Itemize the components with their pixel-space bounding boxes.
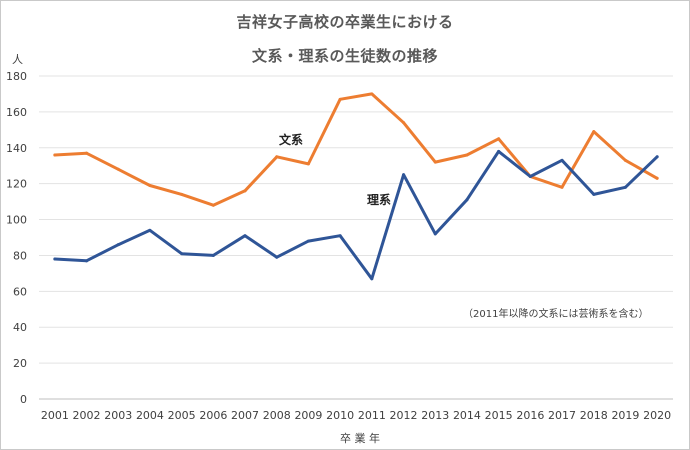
bunkei-data-point [370,92,374,96]
y-tick-label: 140 [6,142,27,155]
rikei-data-point [592,192,596,196]
bunkei-data-point [148,183,152,187]
bunkei-data-point [338,97,342,101]
bunkei-data-point [497,137,501,141]
y-axis-unit-label: 人 [12,53,23,66]
bunkei-data-point [306,162,310,166]
y-tick-label: 180 [6,70,27,83]
y-tick-label: 0 [20,393,27,406]
x-tick-label: 2016 [516,409,544,422]
rikei-data-point [370,277,374,281]
x-tick-label: 2020 [643,409,671,422]
x-tick-label: 2001 [41,409,69,422]
x-tick-label: 2002 [73,409,101,422]
bunkei-data-point [465,153,469,157]
annotation-note: （2011年以降の文系には芸術系を含む） [463,307,648,320]
rikei-data-point [338,234,342,238]
rikei-data-point [243,234,247,238]
rikei-data-point [180,252,184,256]
x-tick-label: 2010 [326,409,354,422]
bunkei-data-point [402,121,406,125]
x-tick-label: 2005 [168,409,196,422]
series-lines [53,92,659,281]
bunkei-data-point [211,203,215,207]
rikei-data-point [211,253,215,257]
y-tick-label: 120 [6,178,27,191]
x-tick-label: 2012 [390,409,418,422]
bunkei-data-point [592,130,596,134]
x-tick-label: 2011 [358,409,386,422]
rikei-data-point [306,239,310,243]
x-tick-label: 2017 [548,409,576,422]
rikei-data-point [85,259,89,263]
y-tick-label: 160 [6,106,27,119]
bunkei-data-point [560,185,564,189]
bunkei-data-point [433,160,437,164]
rikei-data-point [148,228,152,232]
rikei-data-point [655,155,659,159]
x-tick-label: 2019 [611,409,639,422]
rikei-data-point [433,232,437,236]
bunkei-data-point [116,167,120,171]
y-tick-label: 20 [13,357,27,370]
y-tick-label: 100 [6,214,27,227]
x-tick-label: 2003 [104,409,132,422]
x-tick-label: 2009 [294,409,322,422]
x-tick-label: 2015 [485,409,513,422]
x-tick-label: 2014 [453,409,481,422]
x-axis-ticks: 2001 2002 2003 2004 2005 2006 2007 2008 2009 2010… [41,409,671,422]
bunkei-data-point [53,153,57,157]
chart-title-line-2: 文系・理系の生徒数の推移 [251,47,438,65]
rikei-data-point [116,243,120,247]
x-axis-title: 卒 業 年 [340,431,380,445]
x-tick-label: 2007 [231,409,259,422]
bunkei-data-point [275,155,279,159]
rikei-data-point [560,158,564,162]
series-line-bunkei [53,92,659,207]
x-tick-label: 2006 [199,409,227,422]
bunkei-data-point [85,151,89,155]
series-label-bunkei: 文系 [279,132,303,147]
bunkei-data-point [655,176,659,180]
x-tick-label: 2018 [580,409,608,422]
rikei-data-point [623,185,627,189]
y-axis-ticks: 0 20 40 60 80 100 120 140 160 180 [6,70,27,406]
y-tick-label: 40 [13,321,27,334]
rikei-data-point [53,257,57,261]
y-tick-label: 80 [13,249,27,262]
y-tick-label: 60 [13,285,27,298]
x-tick-label: 2004 [136,409,164,422]
bunkei-data-point [243,189,247,193]
x-tick-label: 2008 [263,409,291,422]
bunkei-data-point [623,158,627,162]
rikei-data-point [402,173,406,177]
chart-title-line-1: 吉祥女子高校の卒業生における [236,13,454,31]
rikei-data-point [528,174,532,178]
rikei-data-point [465,198,469,202]
series-label-rikei: 理系 [367,192,391,207]
rikei-data-point [497,149,501,153]
gridlines [39,75,673,400]
bunkei-data-point [180,192,184,196]
rikei-data-point [275,255,279,259]
series-line-rikei [53,149,659,281]
x-tick-label: 2013 [421,409,449,422]
